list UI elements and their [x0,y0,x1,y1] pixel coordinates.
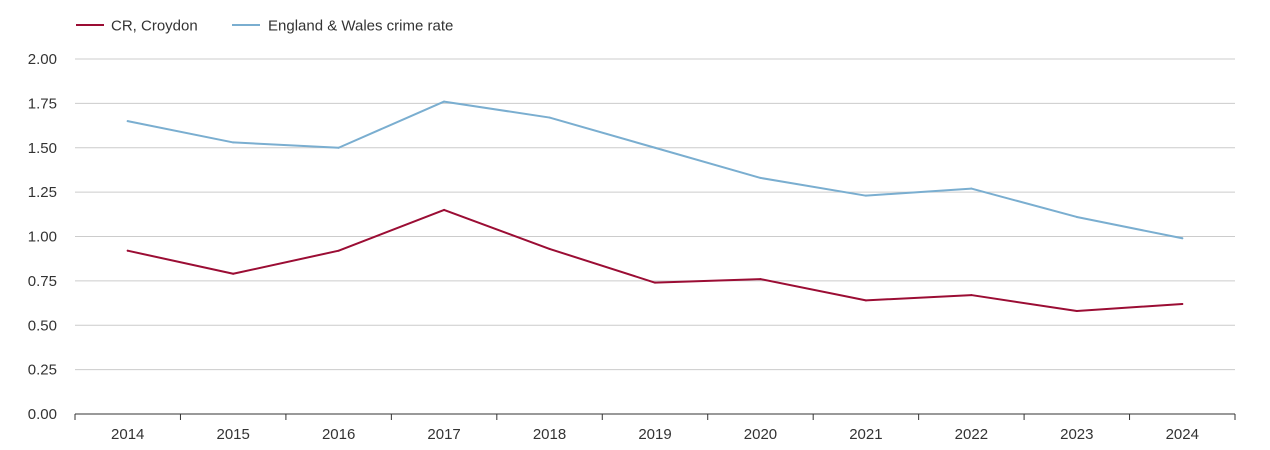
legend: CR, Croydon England & Wales crime rate [76,18,453,35]
y-tick-label: 0.50 [28,317,57,334]
data-point [654,146,656,149]
y-tick-label: 0.75 [28,273,57,290]
data-point [864,299,867,302]
legend-label-croydon: CR, Croydon [111,18,198,35]
data-point [443,100,446,103]
data-point [1181,237,1184,240]
series-lines [126,100,1184,313]
series-line-0 [126,208,1184,313]
legend-label-england-wales: England & Wales crime rate [268,18,453,35]
data-point [126,249,129,252]
data-point [759,176,762,179]
x-tick-label: 2022 [955,426,988,443]
data-point [126,120,129,123]
x-axis: 2014 2015 2016 2017 2018 2019 2020 2021 2022 2023… [74,413,1236,443]
data-point [654,281,656,284]
y-tick-label: 0.25 [28,362,57,379]
y-tick-label: 2.00 [28,51,57,68]
data-point [1075,215,1078,218]
series-line-1 [126,100,1184,240]
data-point [548,116,551,119]
x-tick-label: 2019 [638,426,671,443]
x-tick-label: 2018 [533,426,566,443]
gridlines [75,58,1235,371]
x-tick-label: 2016 [322,426,355,443]
data-point [337,146,340,149]
y-tick-label: 1.25 [28,184,57,201]
data-point [1181,302,1184,305]
data-point [970,187,973,190]
y-axis: 0.00 0.25 0.50 0.75 1.00 1.25 1.50 1.75 2.00 [28,51,57,423]
data-point [443,208,446,211]
data-point [232,141,235,144]
x-tick-label: 2014 [111,426,144,443]
data-point [337,249,340,252]
x-tick-label: 2015 [216,426,249,443]
y-tick-label: 0.00 [28,406,57,423]
data-point [759,278,762,281]
x-tick-label: 2024 [1166,426,1199,443]
y-tick-label: 1.50 [28,140,57,157]
data-point [970,294,973,297]
x-tick-label: 2023 [1060,426,1093,443]
y-tick-label: 1.75 [28,95,57,112]
x-tick-label: 2017 [427,426,460,443]
data-point [548,247,551,250]
data-point [232,272,235,275]
y-tick-label: 1.00 [28,229,57,246]
x-tick-label: 2020 [744,426,777,443]
x-tick-label: 2021 [849,426,882,443]
data-point [864,194,867,197]
data-point [1075,310,1078,313]
